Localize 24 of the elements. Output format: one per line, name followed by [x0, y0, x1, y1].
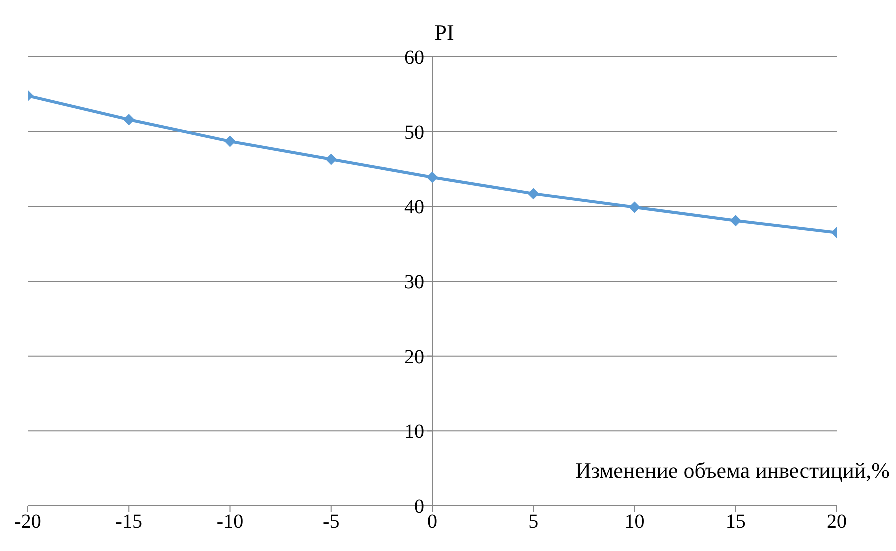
- y-tick-label: 60: [404, 47, 424, 69]
- point: [326, 154, 337, 166]
- point: [528, 188, 540, 200]
- x-tick-label: -20: [14, 511, 42, 534]
- y-axis-title: PI: [434, 20, 454, 45]
- x-tick-label: 10: [624, 511, 645, 534]
- y-tick-label: 20: [404, 346, 424, 368]
- point: [124, 114, 135, 126]
- x-axis-title: Изменение объема инвестиций,%: [575, 458, 890, 483]
- y-tick-label: 10: [404, 421, 424, 444]
- point: [730, 215, 742, 226]
- y-tick-label: 40: [404, 196, 424, 219]
- point: [224, 136, 236, 148]
- x-tick-label: 5: [528, 511, 539, 534]
- y-tick-label: 30: [404, 272, 424, 294]
- x-tick-label: -15: [116, 511, 142, 534]
- y-tick-label: 0: [414, 496, 424, 518]
- x-tick-label: 20: [827, 511, 847, 534]
- x-tick-label: -10: [216, 511, 244, 534]
- x-tick-label: -5: [323, 511, 340, 534]
- y-tick-label: 50: [404, 122, 424, 144]
- x-tick-label: 15: [726, 511, 746, 534]
- point: [427, 172, 438, 183]
- point: [629, 202, 640, 213]
